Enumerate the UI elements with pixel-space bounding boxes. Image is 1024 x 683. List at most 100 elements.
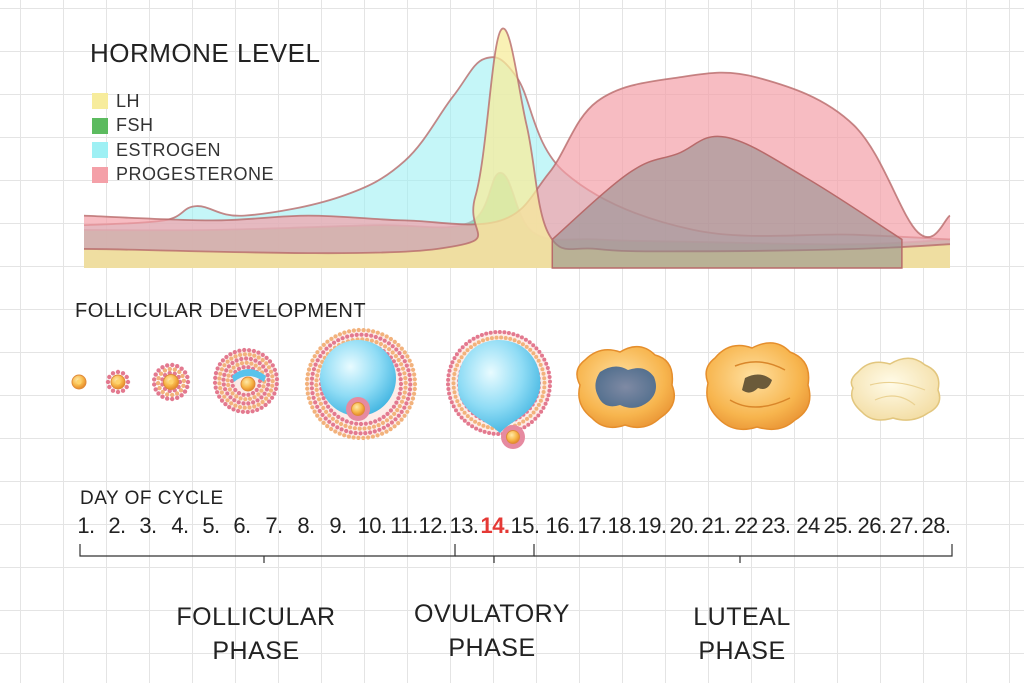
granulosa-cell xyxy=(256,355,261,360)
granulosa-cell xyxy=(180,373,185,379)
legend-label-progesterone: PROGESTERONE xyxy=(116,164,275,185)
day-21: 21. xyxy=(701,513,731,538)
granulosa-cell xyxy=(110,371,116,376)
day-28: 28. xyxy=(921,513,951,538)
granulosa-cell xyxy=(305,372,310,377)
granulosa-cell xyxy=(242,405,247,410)
granulosa-cell xyxy=(172,367,177,372)
granulosa-cell xyxy=(308,362,313,367)
granulosa-cell xyxy=(457,348,462,353)
granulosa-cell xyxy=(396,343,401,348)
granulosa-cell xyxy=(348,430,353,435)
granulosa-cell xyxy=(152,377,157,382)
granulosa-cell xyxy=(367,425,372,430)
granulosa-cell xyxy=(523,337,528,342)
granulosa-cell xyxy=(395,408,400,413)
granulosa-cell xyxy=(305,386,310,391)
granulosa-cell xyxy=(229,356,234,361)
granulosa-cell xyxy=(239,356,244,362)
corpus-albicans xyxy=(850,357,941,421)
granulosa-cell xyxy=(310,405,315,410)
granulosa-cell xyxy=(252,395,257,400)
day-26: 26. xyxy=(857,513,887,538)
granulosa-cell xyxy=(233,387,238,393)
granulosa-cell xyxy=(264,396,269,401)
granulosa-cell xyxy=(120,388,126,393)
granulosa-cell xyxy=(391,404,396,409)
granulosa-cell xyxy=(361,435,366,441)
granulosa-cell xyxy=(397,391,402,396)
granulosa-cell xyxy=(409,401,414,406)
granulosa-cell xyxy=(412,377,417,382)
granulosa-cell xyxy=(237,405,243,410)
granulosa-cell xyxy=(336,338,341,343)
granulosa-cell xyxy=(156,376,161,381)
granulosa-cell xyxy=(241,401,246,406)
granulosa-cell xyxy=(381,425,386,430)
legend-swatch-fsh xyxy=(92,117,108,134)
granulosa-cell xyxy=(452,372,457,376)
granulosa-cell xyxy=(384,418,390,423)
granulosa-cell xyxy=(397,351,402,356)
granulosa-cell xyxy=(455,399,460,404)
granulosa-cell xyxy=(511,332,516,337)
granulosa-cell xyxy=(402,413,407,418)
granulosa-cell xyxy=(403,380,408,385)
granulosa-cell xyxy=(528,413,533,418)
granulosa-cell xyxy=(543,401,548,406)
phase-luteal-line2: PHASE xyxy=(698,637,786,665)
granulosa-cell xyxy=(160,394,165,399)
day-14: 14. xyxy=(480,513,510,538)
granulosa-cell xyxy=(241,365,246,370)
granulosa-cell xyxy=(365,337,370,342)
granulosa-cell xyxy=(488,330,493,335)
granulosa-cell xyxy=(160,365,165,370)
granulosa-cell xyxy=(236,366,242,371)
granulosa-cell xyxy=(246,365,251,370)
granulosa-cell xyxy=(396,396,401,401)
granulosa-cell xyxy=(243,397,248,402)
granulosa-cell xyxy=(267,359,273,364)
granulosa-cell xyxy=(273,386,279,391)
granulosa-cell xyxy=(368,420,373,425)
day-23: 23. xyxy=(761,513,791,538)
day-4: 4. xyxy=(171,513,189,538)
granulosa-cell xyxy=(224,368,229,373)
granulosa-cell xyxy=(393,417,398,422)
granulosa-cell xyxy=(388,408,393,413)
granulosa-cell xyxy=(394,400,399,405)
legend-label-fsh: FSH xyxy=(116,115,154,136)
granulosa-cell xyxy=(124,384,129,390)
granulosa-cell xyxy=(491,431,496,436)
granulosa-cell xyxy=(366,435,371,440)
luteal-bracket xyxy=(534,544,953,563)
granulosa-cell xyxy=(343,423,348,428)
granulosa-cell xyxy=(324,409,329,414)
granulosa-cell xyxy=(358,421,364,427)
granulosa-cell xyxy=(399,362,404,367)
granulosa-cell xyxy=(232,350,237,355)
granulosa-cell xyxy=(473,419,478,424)
follicle-mature xyxy=(304,327,418,441)
granulosa-cell xyxy=(153,372,158,377)
granulosa-cell xyxy=(340,417,345,422)
granulosa-cell xyxy=(528,347,533,352)
granulosa-cell xyxy=(185,379,191,385)
granulosa-cell xyxy=(256,350,261,355)
area-lh xyxy=(84,28,950,268)
granulosa-cell xyxy=(407,358,412,363)
granulosa-cell xyxy=(320,412,325,417)
granulosa-cell xyxy=(525,416,529,421)
granulosa-cell xyxy=(329,408,334,413)
granulosa-cell xyxy=(266,377,271,382)
granulosa-cell xyxy=(223,387,228,392)
granulosa-cell xyxy=(222,363,227,368)
granulosa-cell xyxy=(219,367,224,372)
granulosa-cell xyxy=(389,420,394,425)
granulosa-cell xyxy=(403,376,408,381)
granulosa-cell xyxy=(382,338,387,343)
granulosa-cell xyxy=(380,431,385,436)
granulosa-cell xyxy=(250,409,255,414)
granulosa-cell xyxy=(446,377,451,382)
granulosa-cell xyxy=(181,383,186,388)
